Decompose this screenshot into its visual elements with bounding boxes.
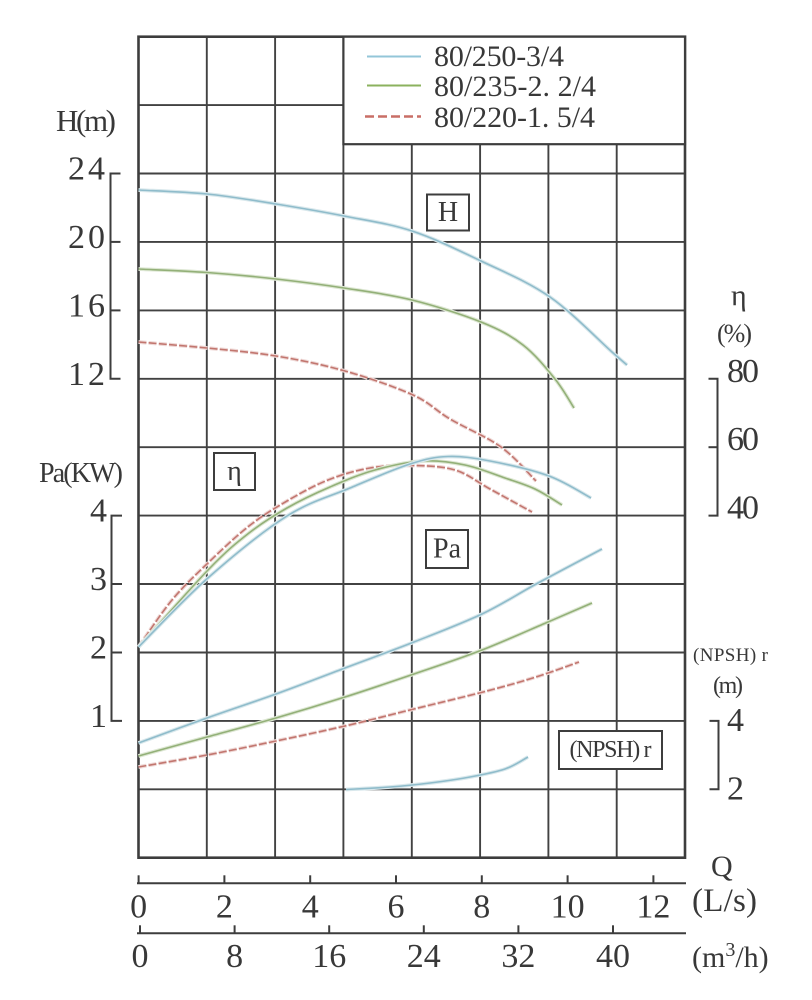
svg-text:0: 0 bbox=[132, 938, 149, 975]
svg-text:(NPSH) r: (NPSH) r bbox=[570, 737, 652, 763]
svg-text:8: 8 bbox=[226, 938, 243, 975]
svg-text:(m): (m) bbox=[713, 673, 743, 699]
svg-text:40: 40 bbox=[596, 938, 630, 975]
svg-text:10: 10 bbox=[551, 889, 585, 926]
svg-text:80/220-1. 5/4: 80/220-1. 5/4 bbox=[434, 101, 595, 134]
svg-text:(m3/h): (m3/h) bbox=[692, 939, 769, 974]
svg-text:12: 12 bbox=[636, 889, 670, 926]
svg-text:80/250-3/4: 80/250-3/4 bbox=[434, 40, 564, 73]
svg-text:4: 4 bbox=[727, 702, 744, 739]
svg-text:16: 16 bbox=[312, 938, 346, 975]
svg-text:3: 3 bbox=[90, 561, 107, 598]
svg-text:(NPSH) r: (NPSH) r bbox=[693, 645, 769, 666]
svg-text:2: 2 bbox=[90, 630, 107, 667]
svg-text:80/235-2. 2/4: 80/235-2. 2/4 bbox=[434, 70, 596, 103]
svg-text:Pa(KW): Pa(KW) bbox=[39, 458, 123, 489]
svg-text:H(m): H(m) bbox=[56, 103, 116, 138]
svg-text:Pa: Pa bbox=[433, 534, 462, 565]
svg-text:η: η bbox=[227, 456, 242, 487]
svg-text:η: η bbox=[731, 279, 747, 312]
svg-text:32: 32 bbox=[501, 938, 535, 975]
svg-text:8: 8 bbox=[473, 889, 490, 926]
svg-text:H: H bbox=[438, 197, 458, 228]
svg-text:(L/s): (L/s) bbox=[692, 883, 757, 919]
svg-text:Q: Q bbox=[711, 850, 733, 883]
svg-text:6: 6 bbox=[388, 889, 405, 926]
svg-text:(%): (%) bbox=[717, 319, 752, 348]
svg-text:24: 24 bbox=[407, 938, 441, 975]
svg-text:40: 40 bbox=[727, 490, 759, 527]
svg-text:0: 0 bbox=[130, 889, 147, 926]
svg-text:4: 4 bbox=[90, 493, 107, 530]
svg-text:1: 1 bbox=[90, 698, 107, 735]
svg-text:4: 4 bbox=[302, 889, 319, 926]
svg-text:60: 60 bbox=[727, 421, 759, 458]
svg-text:80: 80 bbox=[727, 353, 759, 390]
svg-text:2: 2 bbox=[727, 770, 744, 807]
svg-text:2: 2 bbox=[216, 889, 233, 926]
